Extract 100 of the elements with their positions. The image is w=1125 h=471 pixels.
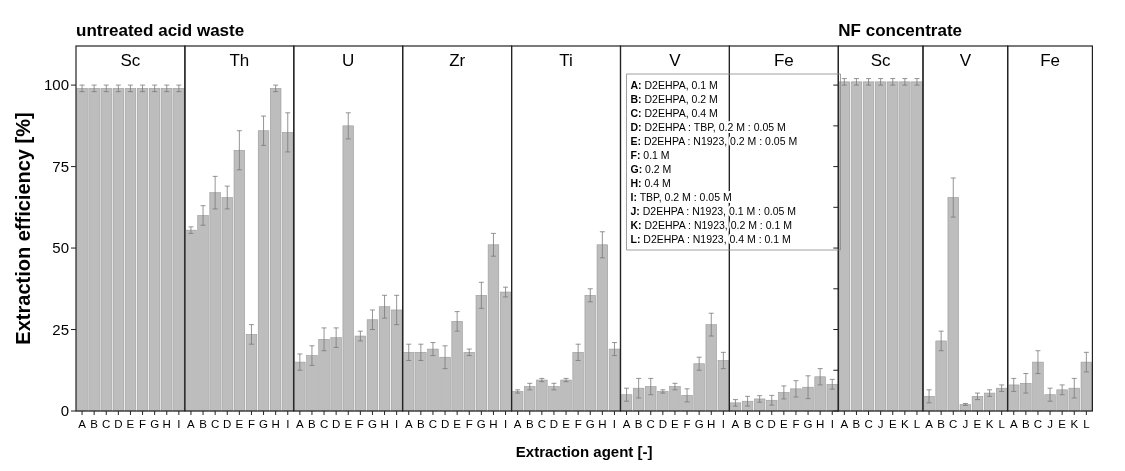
x-tick-label: I bbox=[830, 418, 834, 430]
x-tick-label: C bbox=[864, 418, 873, 430]
x-tick-label: F bbox=[792, 418, 800, 430]
text: untreated acid waste bbox=[76, 21, 245, 40]
x-tick-label: A bbox=[1009, 418, 1018, 430]
x-tick-label: F bbox=[247, 418, 255, 430]
x-tick-label: B bbox=[743, 418, 752, 430]
chart-title: Fe bbox=[773, 51, 794, 70]
x-tick-label: H bbox=[707, 418, 716, 430]
y-tick-label: 75 bbox=[52, 157, 69, 175]
x-tick-label: A bbox=[78, 418, 87, 430]
x-tick-label: F bbox=[465, 418, 473, 430]
x-tick-label: C bbox=[755, 418, 764, 430]
x-tick-label: C bbox=[537, 418, 547, 430]
x-tick-label: E bbox=[126, 418, 135, 430]
x-tick-label: F bbox=[356, 418, 364, 430]
x-tick-label: D bbox=[440, 418, 450, 430]
annotation: H: 0.4 M bbox=[630, 177, 671, 189]
y-tick-label: 0 bbox=[60, 402, 69, 420]
x-tick-label: G bbox=[803, 418, 813, 430]
y-tick-label: 25 bbox=[52, 320, 69, 338]
x-tick-label: C bbox=[949, 418, 958, 430]
x-tick-label: D bbox=[658, 418, 668, 430]
x-tick-label: B bbox=[417, 418, 426, 430]
x-tick-label: H bbox=[271, 418, 280, 430]
x-tick-label: E bbox=[453, 418, 462, 430]
chart-title: Th bbox=[229, 51, 250, 70]
x-tick-label: H bbox=[598, 418, 607, 430]
x-tick-label: I bbox=[721, 418, 725, 430]
x-tick-label: F bbox=[574, 418, 582, 430]
x-tick-label: A bbox=[296, 418, 305, 430]
x-tick-label: C bbox=[1033, 418, 1043, 430]
x-tick-label: I bbox=[286, 418, 290, 430]
x-tick-label: G bbox=[476, 418, 486, 430]
x-tick-label: B bbox=[199, 418, 208, 430]
annotation: C: D2EHPA, 0.4 M bbox=[630, 107, 718, 119]
x-tick-label: D bbox=[331, 418, 341, 430]
x-tick-label: L bbox=[1083, 418, 1091, 430]
annotation: B: D2EHPA, 0.2 M bbox=[630, 93, 718, 105]
x-tick-label: G bbox=[150, 418, 160, 430]
x-tick-label: C bbox=[319, 418, 329, 430]
chart-title: Fe bbox=[1040, 51, 1060, 70]
x-tick-label: K bbox=[1070, 418, 1079, 430]
x-tick-label: B bbox=[308, 418, 317, 430]
annotation: F: 0.1 M bbox=[630, 149, 670, 161]
x-tick-label: I bbox=[395, 418, 399, 430]
x-tick-label: E bbox=[562, 418, 571, 430]
x-tick-label: B bbox=[90, 418, 99, 430]
annotation: A: D2EHPA, 0.1 M bbox=[630, 79, 718, 91]
annotation: L: D2EHPA : N1923, 0.4 M : 0.1 M bbox=[630, 233, 791, 245]
x-tick-label: J bbox=[1047, 418, 1053, 430]
x-tick-label: E bbox=[344, 418, 353, 430]
annotation: G: 0.2 M bbox=[630, 163, 672, 175]
x-tick-label: A bbox=[404, 418, 413, 430]
x-tick-label: E bbox=[888, 418, 897, 430]
chart-title: V bbox=[959, 51, 972, 70]
x-tick-label: K bbox=[901, 418, 910, 430]
x-tick-label: J bbox=[962, 418, 969, 430]
x-tick-label: D bbox=[549, 418, 559, 430]
x-tick-label: A bbox=[622, 418, 631, 430]
x-tick-label: C bbox=[428, 418, 438, 430]
x-tick-label: J bbox=[877, 418, 884, 430]
y-axis-title: Extraction efficiency [%] bbox=[12, 112, 34, 345]
annotation: E: D2EHPA : N1923, 0.2 M : 0.05 M bbox=[630, 135, 798, 147]
chart-title: Sc bbox=[120, 51, 141, 70]
chart-title: Ti bbox=[559, 51, 573, 70]
y-tick-label: 100 bbox=[43, 76, 69, 94]
x-tick-label: E bbox=[671, 418, 680, 430]
text: NF concentrate bbox=[838, 21, 963, 40]
chart-title: U bbox=[342, 51, 355, 70]
chart-title: Zr bbox=[449, 51, 466, 70]
x-tick-label: D bbox=[223, 418, 232, 430]
x-tick-label: B bbox=[525, 418, 534, 430]
x-tick-label: B bbox=[937, 418, 946, 430]
x-tick-label: F bbox=[683, 418, 691, 430]
x-tick-label: H bbox=[380, 418, 389, 430]
x-tick-label: A bbox=[513, 418, 522, 430]
x-tick-label: A bbox=[840, 418, 849, 430]
y-tick-label: 50 bbox=[52, 239, 69, 257]
x-tick-label: L bbox=[998, 418, 1006, 430]
x-tick-label: G bbox=[367, 418, 377, 430]
x-tick-label: H bbox=[815, 418, 825, 430]
x-tick-label: C bbox=[646, 418, 655, 430]
x-tick-label: D bbox=[767, 418, 776, 430]
x-tick-label: H bbox=[489, 418, 498, 430]
x-tick-label: A bbox=[925, 418, 934, 430]
x-tick-label: G bbox=[259, 418, 269, 430]
x-tick-label: D bbox=[114, 418, 123, 430]
x-tick-label: I bbox=[503, 418, 508, 430]
x-tick-label: E bbox=[780, 418, 789, 430]
x-tick-label: H bbox=[162, 418, 171, 430]
x-tick-label: A bbox=[731, 418, 740, 430]
x-tick-label: K bbox=[985, 418, 994, 430]
x-tick-label: B bbox=[852, 418, 861, 430]
x-tick-label: C bbox=[210, 418, 220, 430]
x-tick-label: E bbox=[973, 418, 982, 430]
x-tick-label: F bbox=[139, 418, 147, 430]
x-tick-label: I bbox=[177, 418, 181, 430]
chart-title: V bbox=[669, 51, 682, 70]
x-tick-label: C bbox=[102, 418, 111, 430]
